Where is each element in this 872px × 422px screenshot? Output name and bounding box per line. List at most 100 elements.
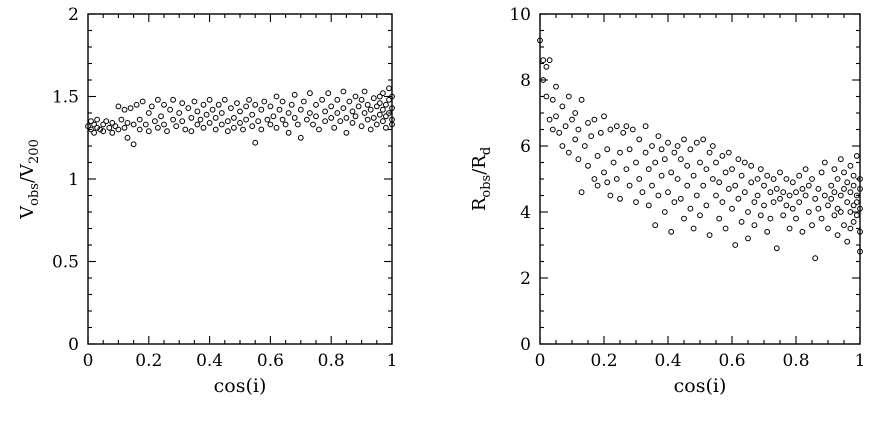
scatter-point bbox=[334, 96, 341, 103]
scatter-point bbox=[291, 115, 298, 121]
scatter-point bbox=[735, 156, 742, 163]
tick-labels: 0 0.2 0.4 0.6 0.8 1 0 0.5 1 1.5 2 bbox=[52, 5, 397, 371]
scatter-point bbox=[706, 232, 713, 239]
scatter-point bbox=[346, 98, 353, 105]
scatter-point bbox=[850, 172, 857, 179]
scatter-point bbox=[197, 116, 204, 123]
scatter-point bbox=[575, 156, 582, 163]
scatter-point bbox=[328, 103, 335, 110]
scatter-point bbox=[796, 172, 803, 179]
scatter-point bbox=[684, 182, 691, 189]
scatter-point bbox=[607, 192, 614, 199]
scatter-point bbox=[645, 202, 652, 209]
scatter-point bbox=[703, 166, 710, 173]
scatter-point bbox=[343, 129, 350, 136]
scatter-point bbox=[709, 143, 716, 149]
left-x-axis-label: cos(i) bbox=[214, 375, 267, 397]
scatter-point bbox=[337, 118, 344, 125]
scatter-point bbox=[693, 139, 700, 146]
scatter-point bbox=[364, 101, 371, 108]
scatter-point bbox=[825, 202, 831, 209]
scatter-point bbox=[658, 172, 665, 179]
scatter-point bbox=[655, 133, 662, 140]
scatter-point bbox=[837, 209, 844, 215]
scatter-point bbox=[155, 96, 161, 103]
scatter-point bbox=[130, 141, 137, 148]
scatter-point bbox=[655, 192, 662, 199]
scatter-point bbox=[285, 110, 292, 116]
scatter-point bbox=[94, 124, 100, 131]
scatter-point bbox=[809, 222, 815, 229]
scatter-point bbox=[218, 121, 225, 128]
scatter-point bbox=[687, 205, 694, 212]
scatter-point bbox=[261, 98, 268, 105]
scatter-point bbox=[649, 182, 655, 189]
scatter-point bbox=[191, 98, 198, 105]
scatter-point bbox=[121, 124, 128, 131]
scatter-point bbox=[850, 219, 857, 225]
scatter-point bbox=[194, 121, 201, 128]
scatter-point bbox=[735, 195, 742, 202]
scatter-point bbox=[802, 166, 809, 173]
scatter-point bbox=[115, 126, 122, 133]
scatter-point bbox=[834, 205, 841, 212]
scatter-point bbox=[604, 179, 611, 186]
scatter-point bbox=[719, 153, 726, 159]
scatter-point bbox=[279, 98, 286, 105]
scatter-point bbox=[161, 101, 167, 108]
scatter-point bbox=[88, 126, 94, 133]
scatter-point bbox=[543, 63, 550, 70]
scatter-point bbox=[815, 186, 822, 192]
scatter-point bbox=[142, 121, 149, 128]
scatter-point bbox=[834, 232, 841, 239]
scatter-point bbox=[145, 128, 152, 135]
scatter-point bbox=[206, 96, 213, 103]
scatter-point bbox=[361, 88, 368, 95]
scatter-point bbox=[148, 103, 155, 110]
scatter-point bbox=[725, 149, 732, 156]
scatter-point bbox=[777, 169, 783, 176]
scatter-point bbox=[559, 143, 566, 149]
scatter-point bbox=[106, 124, 113, 131]
scatter-point bbox=[100, 128, 107, 135]
scatter-point bbox=[273, 93, 280, 100]
scatter-point bbox=[770, 176, 777, 182]
scatter-point bbox=[761, 202, 767, 209]
data-points bbox=[85, 85, 395, 148]
scatter-point bbox=[639, 189, 646, 196]
scatter-point bbox=[716, 215, 723, 222]
scatter-point bbox=[697, 212, 703, 219]
scatter-point bbox=[748, 179, 755, 186]
scatter-point bbox=[182, 126, 189, 133]
scatter-point bbox=[194, 108, 201, 115]
scatter-point bbox=[713, 159, 719, 166]
scatter-point bbox=[626, 182, 633, 189]
scatter-point bbox=[607, 126, 614, 133]
scatter-point bbox=[367, 106, 374, 113]
scatter-point bbox=[578, 96, 585, 103]
scatter-point bbox=[700, 182, 707, 189]
scatter-point bbox=[597, 129, 604, 136]
axis-ticks bbox=[87, 13, 393, 345]
scatter-point bbox=[152, 118, 158, 125]
scatter-point bbox=[206, 120, 213, 126]
scatter-point bbox=[352, 93, 359, 100]
scatter-point bbox=[617, 149, 623, 156]
scatter-point bbox=[844, 238, 851, 245]
scatter-point bbox=[665, 139, 671, 146]
scatter-point bbox=[349, 120, 356, 126]
scatter-point bbox=[145, 110, 152, 116]
scatter-point bbox=[828, 182, 835, 189]
scatter-point bbox=[767, 189, 774, 196]
scatter-point bbox=[844, 179, 851, 186]
scatter-point bbox=[591, 176, 598, 182]
scatter-point bbox=[279, 116, 286, 123]
scatter-point bbox=[578, 189, 585, 196]
scatter-point bbox=[767, 215, 774, 222]
y-tick-label: 10 bbox=[509, 5, 531, 25]
scatter-point bbox=[218, 110, 225, 116]
scatter-point bbox=[294, 121, 301, 128]
scatter-point bbox=[170, 116, 177, 123]
x-tick-label: 0.8 bbox=[782, 351, 809, 371]
